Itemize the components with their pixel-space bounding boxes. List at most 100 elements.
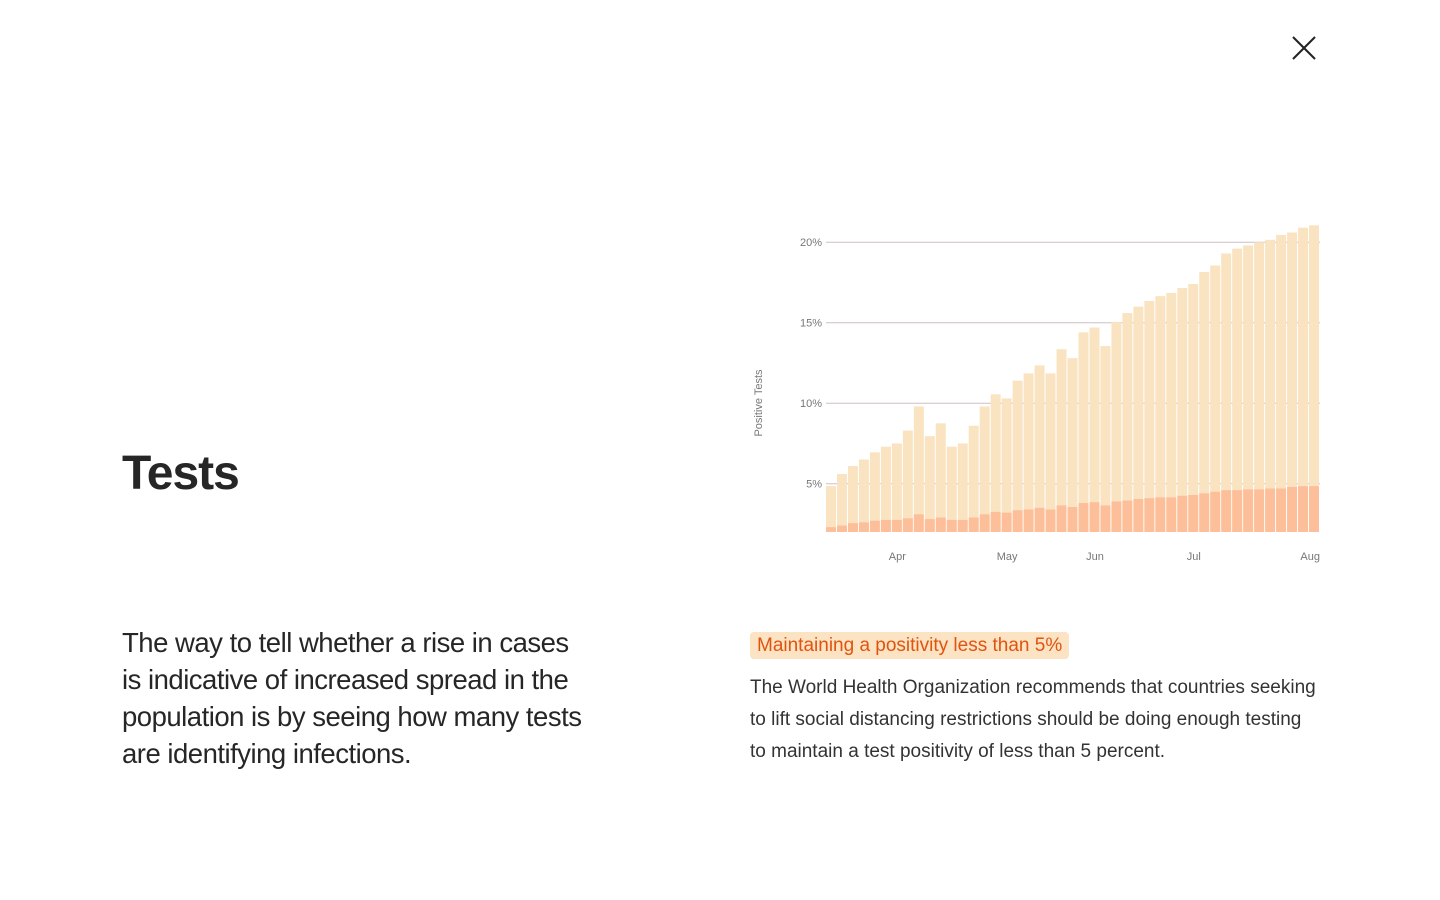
positive-bar xyxy=(1276,488,1287,532)
close-x-icon[interactable] xyxy=(1288,32,1320,64)
total-bar xyxy=(1001,398,1012,532)
y-tick-label: 5% xyxy=(806,479,822,491)
positive-bar xyxy=(1232,490,1243,532)
positive-bar xyxy=(826,527,836,532)
positive-bar xyxy=(1166,497,1177,532)
total-bar xyxy=(935,423,946,532)
positive-bar xyxy=(1199,493,1210,532)
positive-bar xyxy=(1144,498,1155,532)
positive-bar xyxy=(1045,509,1056,532)
x-tick-label: Jun xyxy=(1086,551,1104,563)
total-bar xyxy=(1188,284,1199,532)
total-bar xyxy=(1177,288,1188,532)
positive-bar xyxy=(1111,501,1122,532)
body-paragraph: The World Health Organization recommends… xyxy=(750,677,1316,762)
y-tick-label: 20% xyxy=(800,237,822,249)
positive-bar xyxy=(1012,510,1023,532)
total-bar xyxy=(1089,327,1100,532)
x-tick-label: Apr xyxy=(889,551,906,563)
total-bar xyxy=(891,443,902,532)
total-bar xyxy=(979,406,990,532)
total-bar xyxy=(990,394,1001,532)
positive-bar xyxy=(1034,507,1045,532)
positive-bar xyxy=(1023,509,1034,532)
total-bar xyxy=(968,425,979,532)
total-bar xyxy=(924,436,935,532)
total-bar xyxy=(1012,380,1023,532)
total-bar xyxy=(836,474,847,532)
total-bar xyxy=(1155,296,1166,532)
positive-bar xyxy=(869,520,880,532)
total-bar xyxy=(1298,227,1309,532)
positive-bar xyxy=(1100,505,1111,532)
positive-bar xyxy=(847,523,858,532)
y-axis-label: Positive Tests xyxy=(753,369,765,437)
positive-bar xyxy=(935,517,946,532)
positive-bar xyxy=(1056,505,1067,532)
total-bar xyxy=(1100,346,1111,532)
total-bar xyxy=(946,446,957,532)
total-bar xyxy=(826,486,836,532)
positive-bar xyxy=(1001,512,1012,532)
total-bar xyxy=(1276,234,1287,532)
y-tick-label: 15% xyxy=(800,318,822,330)
total-bar xyxy=(1243,245,1254,533)
positive-bar xyxy=(891,519,902,532)
total-bar xyxy=(1144,300,1155,532)
total-bar xyxy=(880,446,891,532)
total-bar xyxy=(1056,349,1067,532)
total-bar xyxy=(1221,253,1232,532)
positive-bar xyxy=(1133,498,1144,532)
positive-bar xyxy=(957,519,968,532)
total-bar xyxy=(1078,332,1089,532)
highlight-callout: Maintaining a positivity less than 5% xyxy=(750,632,1070,659)
total-bar xyxy=(913,406,924,532)
positive-bar xyxy=(1155,497,1166,532)
total-bar xyxy=(1309,225,1319,533)
total-bar xyxy=(1232,248,1243,532)
positive-bar xyxy=(1243,489,1254,532)
positive-bar xyxy=(880,519,891,532)
x-tick-label: May xyxy=(997,551,1018,563)
positive-bar xyxy=(1210,491,1221,532)
positive-bar xyxy=(968,517,979,532)
y-tick-label: 10% xyxy=(800,398,822,410)
positive-bar xyxy=(1287,486,1298,532)
positivity-chart: 5% 10% 15% 20% Apr May Jun Jul Aug Positive Tes… xyxy=(753,225,1320,563)
total-bar xyxy=(1034,365,1045,532)
lead-paragraph: The way to tell whether a rise in cases … xyxy=(122,627,582,769)
positive-bar xyxy=(1254,489,1265,532)
total-bar xyxy=(1122,313,1133,532)
total-bar xyxy=(1111,321,1122,532)
positive-bar xyxy=(1177,495,1188,532)
total-bar xyxy=(1023,373,1034,532)
total-bar xyxy=(1210,265,1221,532)
total-bar xyxy=(847,465,858,532)
positive-bar xyxy=(1067,507,1078,532)
positive-bar xyxy=(836,525,847,532)
total-bar xyxy=(1265,239,1276,532)
x-tick-label: Aug xyxy=(1300,551,1320,563)
total-bar xyxy=(1067,358,1078,532)
total-bar xyxy=(1254,242,1265,532)
positive-bar xyxy=(979,514,990,532)
page-title: Tests xyxy=(122,447,240,500)
x-tick-label: Jul xyxy=(1187,551,1201,563)
positive-bar xyxy=(1078,503,1089,532)
positive-bar xyxy=(1221,490,1232,532)
total-bar xyxy=(1166,292,1177,532)
positive-bar xyxy=(1089,502,1100,532)
total-bar xyxy=(1199,271,1210,532)
total-bar xyxy=(858,459,869,532)
total-bar xyxy=(1287,232,1298,533)
positive-bar xyxy=(1188,494,1199,532)
positive-bar xyxy=(946,519,957,532)
total-bar xyxy=(1133,306,1144,532)
total-bar xyxy=(1045,373,1056,532)
positive-bar xyxy=(924,519,935,532)
positive-bar xyxy=(913,514,924,532)
positive-bar xyxy=(1265,488,1276,532)
positive-bar xyxy=(1309,486,1319,532)
positive-bar xyxy=(858,522,869,532)
total-bar xyxy=(902,430,913,532)
